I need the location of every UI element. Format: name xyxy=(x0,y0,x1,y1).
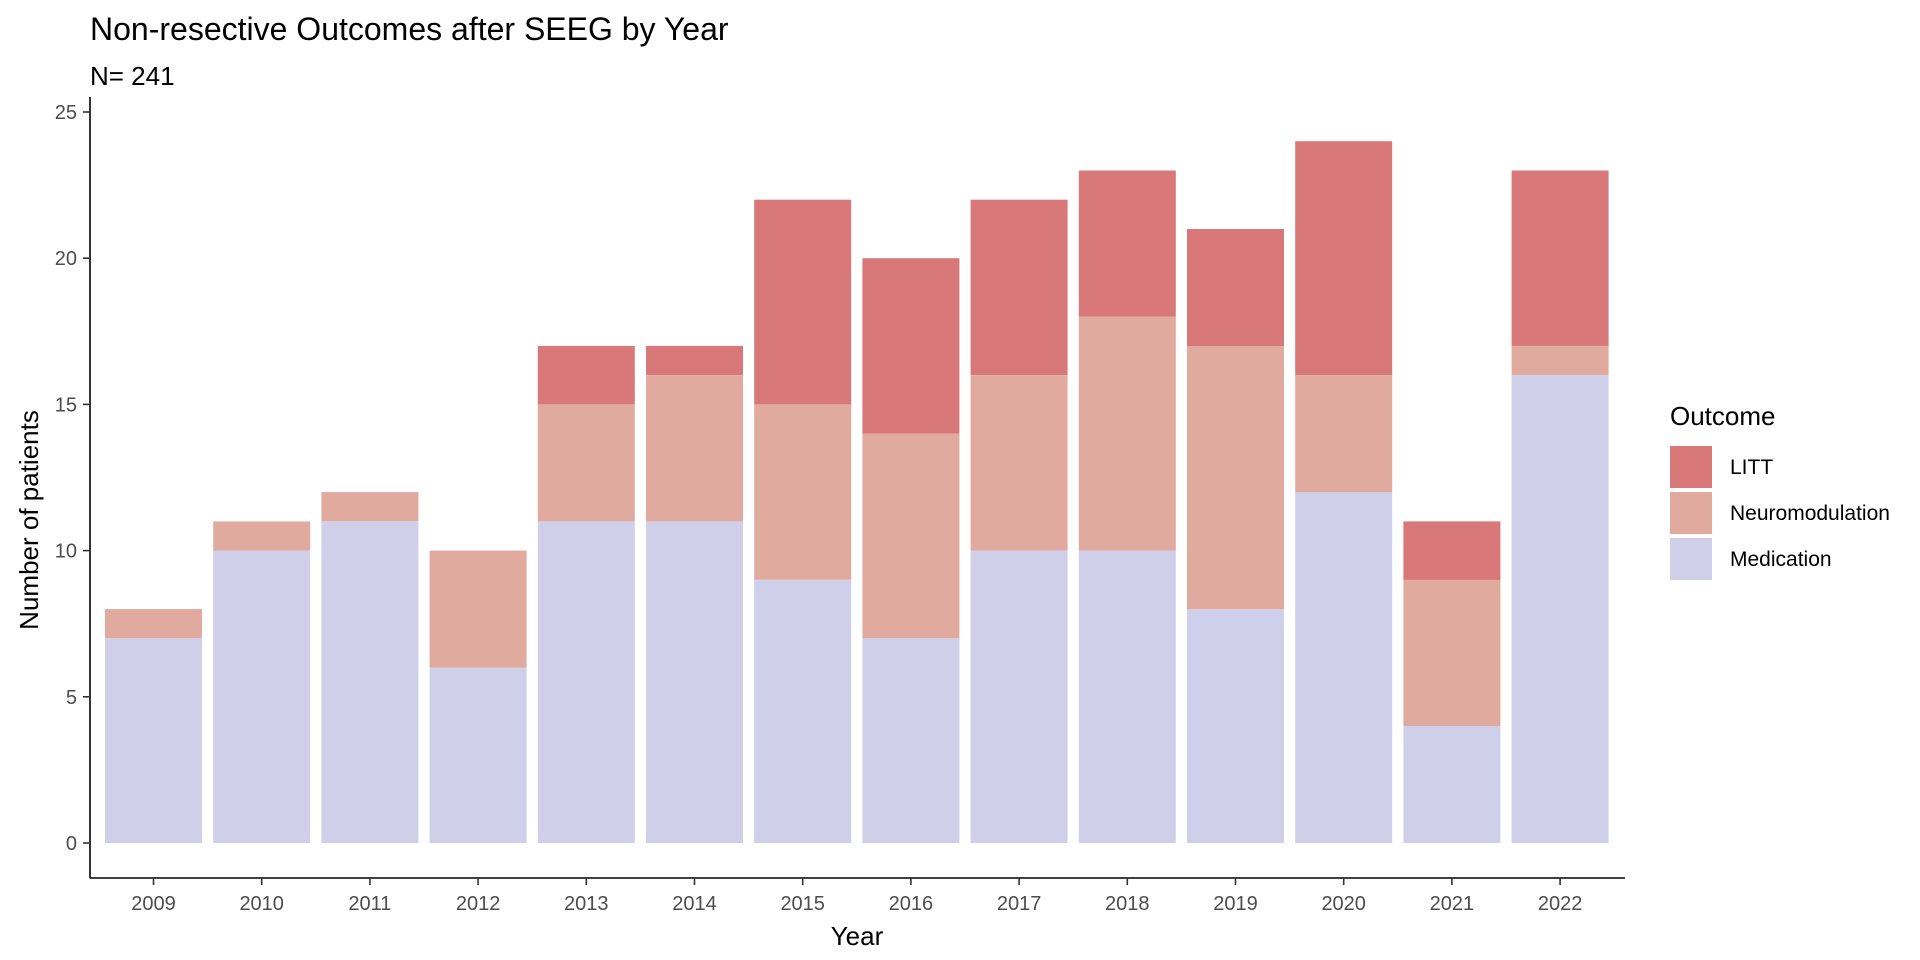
x-tick-label: 2009 xyxy=(131,893,176,915)
x-tick-label: 2020 xyxy=(1321,893,1366,915)
bar-medication-2014 xyxy=(646,521,743,843)
bar-neuromodulation-2016 xyxy=(862,433,960,639)
bar-medication-2017 xyxy=(970,550,1068,843)
bar-neuromodulation-2010 xyxy=(213,521,311,551)
x-tick-label: 2016 xyxy=(889,893,934,915)
y-tick-label: 20 xyxy=(55,248,77,270)
x-tick-label: 2013 xyxy=(564,893,609,915)
bar-litt-2016 xyxy=(862,258,960,434)
x-tick-label: 2015 xyxy=(780,893,825,915)
y-tick-label: 5 xyxy=(66,687,77,709)
legend-swatch-medication xyxy=(1670,538,1712,580)
bar-medication-2020 xyxy=(1295,492,1393,843)
x-tick-label: 2010 xyxy=(239,893,284,915)
x-tick-label: 2012 xyxy=(456,893,501,915)
bar-litt-2013 xyxy=(537,345,635,405)
bar-medication-2019 xyxy=(1187,609,1284,843)
y-axis: 0 5 10 15 20 25 xyxy=(55,97,91,878)
x-tick-label: 2017 xyxy=(997,893,1042,915)
x-axis-title: Year xyxy=(831,921,884,951)
bar-neuromodulation-2011 xyxy=(321,492,419,522)
legend-title: Outcome xyxy=(1670,401,1776,431)
bar-litt-2022 xyxy=(1511,170,1609,346)
bar-medication-2015 xyxy=(754,579,852,843)
bar-medication-2012 xyxy=(429,667,527,843)
bar-neuromodulation-2020 xyxy=(1295,375,1393,493)
y-axis-title: Number of patients xyxy=(14,410,44,630)
bar-litt-2015 xyxy=(754,199,852,405)
bar-litt-2021 xyxy=(1403,521,1501,580)
bar-neuromodulation-2013 xyxy=(537,404,635,522)
bar-medication-2016 xyxy=(862,638,960,843)
legend-label-neuromodulation: Neuromodulation xyxy=(1730,502,1890,525)
x-tick-label: 2011 xyxy=(348,893,391,915)
legend-swatch-neuromodulation xyxy=(1670,492,1712,534)
legend-swatch-litt xyxy=(1670,446,1712,488)
bar-litt-2014 xyxy=(646,345,743,376)
bar-neuromodulation-2022 xyxy=(1511,345,1609,376)
bar-neuromodulation-2017 xyxy=(970,375,1068,551)
bar-litt-2019 xyxy=(1187,229,1284,346)
y-tick-label: 25 xyxy=(55,102,77,124)
x-axis: 2009 2010 2011 2012 2013 2014 2015 2016 2017 2018… xyxy=(90,877,1625,915)
bar-medication-2009 xyxy=(105,638,202,843)
bar-medication-2018 xyxy=(1078,550,1176,843)
bar-neuromodulation-2012 xyxy=(429,550,527,668)
bar-litt-2018 xyxy=(1078,170,1176,317)
bar-litt-2017 xyxy=(970,199,1068,376)
chart-title: Non-resective Outcomes after SEEG by Yea… xyxy=(90,11,729,47)
bar-medication-2011 xyxy=(321,521,419,843)
bar-litt-2020 xyxy=(1295,141,1393,376)
x-tick-label: 2021 xyxy=(1430,893,1475,915)
bar-medication-2022 xyxy=(1511,375,1609,843)
x-tick-label: 2022 xyxy=(1538,893,1583,915)
y-tick-label: 10 xyxy=(55,541,77,563)
chart-subtitle: N= 241 xyxy=(90,61,175,91)
y-tick-label: 0 xyxy=(66,833,77,855)
bar-neuromodulation-2009 xyxy=(105,609,202,639)
bar-medication-2013 xyxy=(537,521,635,843)
legend-label-litt: LITT xyxy=(1730,456,1773,479)
bar-neuromodulation-2021 xyxy=(1403,579,1501,726)
y-tick-label: 15 xyxy=(55,394,77,416)
bar-neuromodulation-2019 xyxy=(1187,345,1284,610)
bar-medication-2010 xyxy=(213,550,311,843)
bars-group xyxy=(105,141,1609,843)
bar-medication-2021 xyxy=(1403,726,1501,843)
legend: Outcome LITT Neuromodulation Medication xyxy=(1670,401,1890,580)
x-tick-label: 2014 xyxy=(672,893,717,915)
x-tick-label: 2018 xyxy=(1105,893,1150,915)
bar-neuromodulation-2015 xyxy=(754,404,852,580)
legend-label-medication: Medication xyxy=(1730,548,1832,571)
x-tick-label: 2019 xyxy=(1213,893,1258,915)
bar-neuromodulation-2018 xyxy=(1078,316,1176,551)
bar-neuromodulation-2014 xyxy=(646,375,743,522)
